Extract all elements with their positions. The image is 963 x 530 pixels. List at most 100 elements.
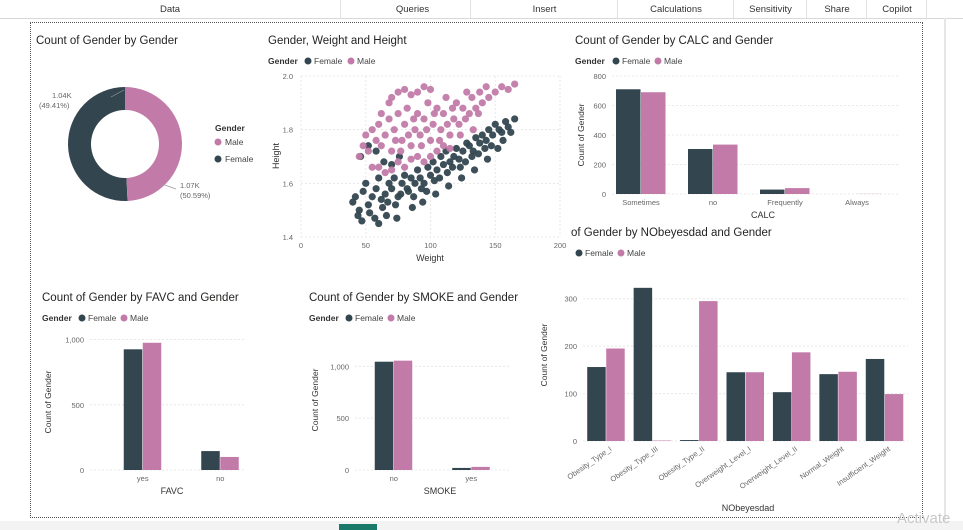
- ribbon-tab-copilot[interactable]: Copilot: [868, 0, 927, 18]
- scatter-point-male[interactable]: [472, 104, 480, 112]
- scatter-point-male[interactable]: [426, 85, 435, 94]
- scatter-point-male[interactable]: [381, 169, 389, 177]
- scatter-point-male[interactable]: [359, 142, 367, 150]
- scatter-point-female[interactable]: [382, 211, 391, 220]
- scatter-point-female[interactable]: [452, 144, 460, 153]
- scatter-point-female[interactable]: [443, 169, 451, 177]
- scatter-point-male[interactable]: [420, 115, 428, 123]
- scatter-point-male[interactable]: [416, 131, 424, 139]
- scatter-point-male[interactable]: [417, 142, 426, 150]
- scatter-point-male[interactable]: [474, 109, 483, 118]
- nob-plot-bar-male[interactable]: [606, 348, 625, 441]
- scatter-point-female[interactable]: [465, 142, 473, 150]
- scatter-point-male[interactable]: [394, 109, 402, 118]
- scatter-point-female[interactable]: [468, 152, 476, 161]
- scatter-point-male[interactable]: [446, 131, 454, 139]
- nob-plot-bar-male[interactable]: [791, 352, 811, 441]
- scatter-point-female[interactable]: [478, 131, 486, 139]
- ribbon-tab-queries[interactable]: Queries: [355, 0, 471, 18]
- nob-plot-bar-female[interactable]: [819, 374, 838, 441]
- scatter-point-male[interactable]: [478, 99, 486, 107]
- calc-plot-bar-female[interactable]: [616, 89, 641, 194]
- scatter-point-male[interactable]: [407, 155, 415, 163]
- scatter-point-male[interactable]: [355, 152, 363, 161]
- scatter-point-male[interactable]: [401, 85, 409, 94]
- donut-slice-female[interactable]: [67, 87, 128, 201]
- scatter-point-male[interactable]: [468, 93, 476, 102]
- scatter-point-male[interactable]: [377, 142, 385, 150]
- scatter-point-male[interactable]: [401, 163, 409, 171]
- scatter-point-female[interactable]: [426, 171, 435, 179]
- scatter-point-male[interactable]: [437, 126, 445, 134]
- scatter-point-female[interactable]: [398, 179, 406, 187]
- scatter-point-male[interactable]: [476, 88, 484, 96]
- scatter-point-female[interactable]: [424, 163, 432, 171]
- scatter-point-male[interactable]: [401, 120, 409, 128]
- scatter-point-female[interactable]: [504, 123, 512, 131]
- scatter-point-male[interactable]: [411, 126, 419, 134]
- scatter-point-male[interactable]: [456, 131, 464, 139]
- scatter-point-female[interactable]: [413, 166, 422, 174]
- donut-legend-female[interactable]: Female: [225, 154, 254, 164]
- smoke-plot-bar-female[interactable]: [374, 361, 394, 470]
- scatter-point-male[interactable]: [398, 136, 406, 144]
- scatter-point-female[interactable]: [358, 217, 366, 225]
- scatter-point-female[interactable]: [470, 166, 479, 174]
- calc-plot-bar-male[interactable]: [641, 92, 666, 194]
- favc-plot-bar-female[interactable]: [201, 451, 220, 470]
- scatter-point-male[interactable]: [465, 109, 473, 118]
- favc-chart[interactable]: Count of Gender by FAVC and Gender Gende…: [42, 292, 245, 496]
- nob-plot-bar-male[interactable]: [745, 372, 765, 441]
- scatter-point-female[interactable]: [420, 179, 428, 187]
- scatter-point-female[interactable]: [445, 182, 453, 190]
- ribbon-tab-share[interactable]: Share: [808, 0, 867, 18]
- nobeyesdad-chart[interactable]: of Gender by NObeyesdad and Gender Femal…: [539, 227, 908, 513]
- scatter-point-male[interactable]: [410, 115, 418, 123]
- scatter-point-male[interactable]: [394, 158, 402, 166]
- scatter-point-male[interactable]: [439, 109, 448, 118]
- scatter-point-female[interactable]: [371, 214, 379, 222]
- smoke-plot-bar-male[interactable]: [471, 466, 490, 470]
- scatter-chart[interactable]: Gender, Weight and Height Gender Female …: [268, 35, 566, 263]
- calc-plot-bar-female[interactable]: [760, 189, 785, 194]
- smoke-legend-male[interactable]: Male: [397, 313, 416, 323]
- scatter-point-female[interactable]: [491, 120, 499, 128]
- scatter-point-male[interactable]: [433, 147, 441, 155]
- scatter-point-female[interactable]: [384, 198, 392, 206]
- scatter-point-female[interactable]: [429, 158, 437, 166]
- scatter-point-male[interactable]: [482, 83, 490, 91]
- scatter-point-female[interactable]: [474, 150, 483, 158]
- scatter-point-male[interactable]: [511, 80, 519, 88]
- favc-legend-female[interactable]: Female: [88, 313, 117, 323]
- scatter-point-female[interactable]: [419, 198, 427, 206]
- ribbon-tab-calculations[interactable]: Calculations: [619, 0, 734, 18]
- scatter-point-female[interactable]: [364, 142, 372, 150]
- scatter-point-female[interactable]: [366, 209, 374, 217]
- scatter-point-female[interactable]: [407, 174, 415, 182]
- nob-plot-bar-female[interactable]: [587, 367, 606, 441]
- scatter-point-male[interactable]: [442, 93, 450, 102]
- scatter-point-female[interactable]: [390, 174, 398, 182]
- scatter-point-male[interactable]: [420, 158, 428, 166]
- scatter-point-female[interactable]: [499, 136, 507, 144]
- scatter-point-female[interactable]: [472, 134, 480, 142]
- scatter-point-female[interactable]: [385, 179, 393, 187]
- scatter-point-male[interactable]: [364, 147, 372, 155]
- scatter-point-female[interactable]: [432, 190, 440, 198]
- scatter-point-female[interactable]: [388, 185, 396, 193]
- scatter-point-male[interactable]: [504, 85, 512, 94]
- scatter-point-female[interactable]: [498, 128, 506, 136]
- smoke-legend-female[interactable]: Female: [355, 313, 384, 323]
- ribbon-tab-insert[interactable]: Insert: [472, 0, 618, 18]
- calc-plot-bar-male[interactable]: [713, 144, 738, 194]
- scatter-point-male[interactable]: [435, 136, 444, 144]
- scatter-point-female[interactable]: [511, 115, 519, 123]
- scatter-point-female[interactable]: [354, 211, 362, 220]
- scatter-point-male[interactable]: [459, 104, 467, 112]
- scatter-point-female[interactable]: [494, 144, 502, 153]
- scatter-point-male[interactable]: [381, 131, 389, 139]
- scatter-point-male[interactable]: [443, 120, 451, 128]
- scatter-point-male[interactable]: [439, 142, 448, 150]
- scatter-point-male[interactable]: [491, 88, 499, 96]
- nob-legend-male[interactable]: Male: [627, 248, 646, 258]
